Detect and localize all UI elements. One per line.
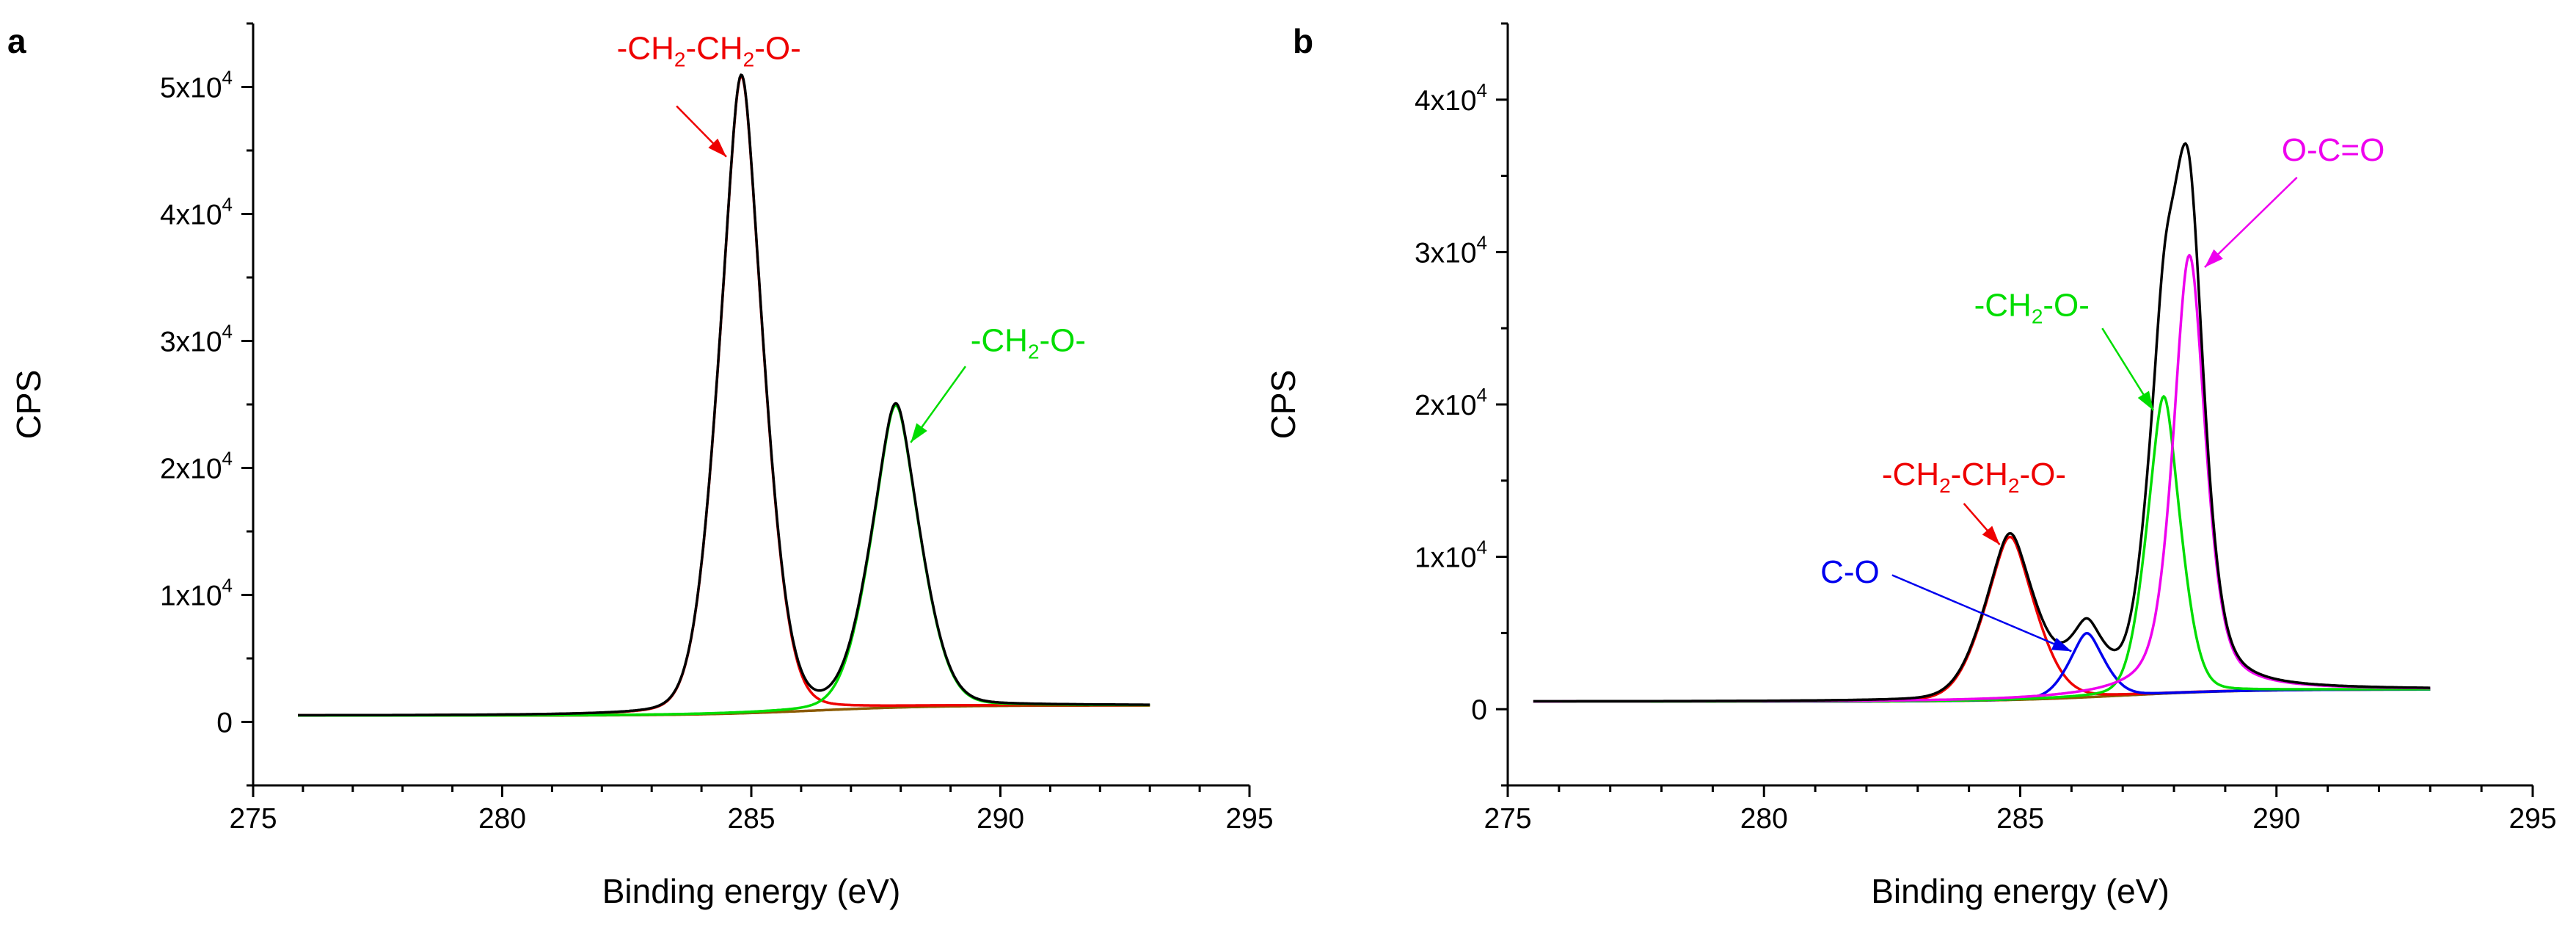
y-tick-label: 3x104 [160,321,233,358]
annotation-arrowhead [2051,637,2072,652]
annotation-arrow [1891,574,2072,653]
annotation-arrowhead [2137,390,2154,411]
y-axis-title-a: CPS [10,370,48,440]
y-tick-label: 2x104 [1415,384,1487,421]
x-tick-label: 295 [1225,803,1273,835]
y-axis-title-b: CPS [1264,370,1302,440]
component-curve-ch2-o [298,404,1150,717]
panel-label-b: b [1293,22,1313,60]
x-axis-title-b: Binding energy (eV) [1871,872,2170,910]
annotation-arrowhead [2204,249,2223,268]
x-axis-title-a: Binding energy (eV) [602,872,901,910]
annotation-label: -CH2-O- [1974,288,2090,328]
y-tick-label: 1x104 [160,575,233,612]
component-curve-ch2-o [1533,395,2431,703]
x-tick-label: 290 [2252,803,2300,835]
y-tick-label: 5x104 [160,67,233,104]
x-tick-label: 280 [1740,803,1788,835]
annotation-arrow [2204,176,2298,269]
panel-label-a: a [7,22,26,60]
annotation-arrowhead [1982,526,2000,545]
y-tick-label: 1x104 [1415,537,1487,574]
annotation-label: -CH2-CH2-O- [1882,457,2066,497]
x-tick-label: 275 [1484,803,1531,835]
annotation-label: -CH2-CH2-O- [617,30,801,70]
component-curve-c-o [1533,631,2431,703]
chart-panel-b: 275 280 285 290 295 0 1x104 2x104 3x104 4x104 Bind… [1264,22,2557,910]
component-curve-ch2-ch2-o [1533,535,2431,703]
annotation-arrowhead [708,138,727,157]
envelope-curve [298,73,1150,717]
x-tick-label: 295 [2509,803,2556,835]
y-tick-label: 2x104 [160,448,233,485]
annotation-label: C-O [1820,554,1880,590]
x-tick-label: 285 [1996,803,2044,835]
y-tick-label: 0 [216,708,233,739]
y-tick-label: 4x104 [1415,79,1487,117]
annotation-label: -CH2-O- [971,322,1086,363]
annotation-label: O-C=O [2282,132,2385,168]
x-tick-label: 290 [977,803,1024,835]
y-tick-label: 3x104 [1415,231,1487,269]
y-tick-label: 4x104 [160,194,233,231]
component-curve-ch2-ch2-o [298,74,1150,717]
x-tick-label: 280 [478,803,526,835]
annotation-arrowhead [911,423,927,443]
y-tick-label: 0 [1471,694,1487,726]
x-tick-label: 275 [229,803,277,835]
chart-panel-a: 275 280 285 290 295 0 1x104 2x104 3x104 4x104 5x10… [10,22,1274,910]
envelope-curve [1533,142,2431,703]
x-tick-label: 285 [727,803,775,835]
